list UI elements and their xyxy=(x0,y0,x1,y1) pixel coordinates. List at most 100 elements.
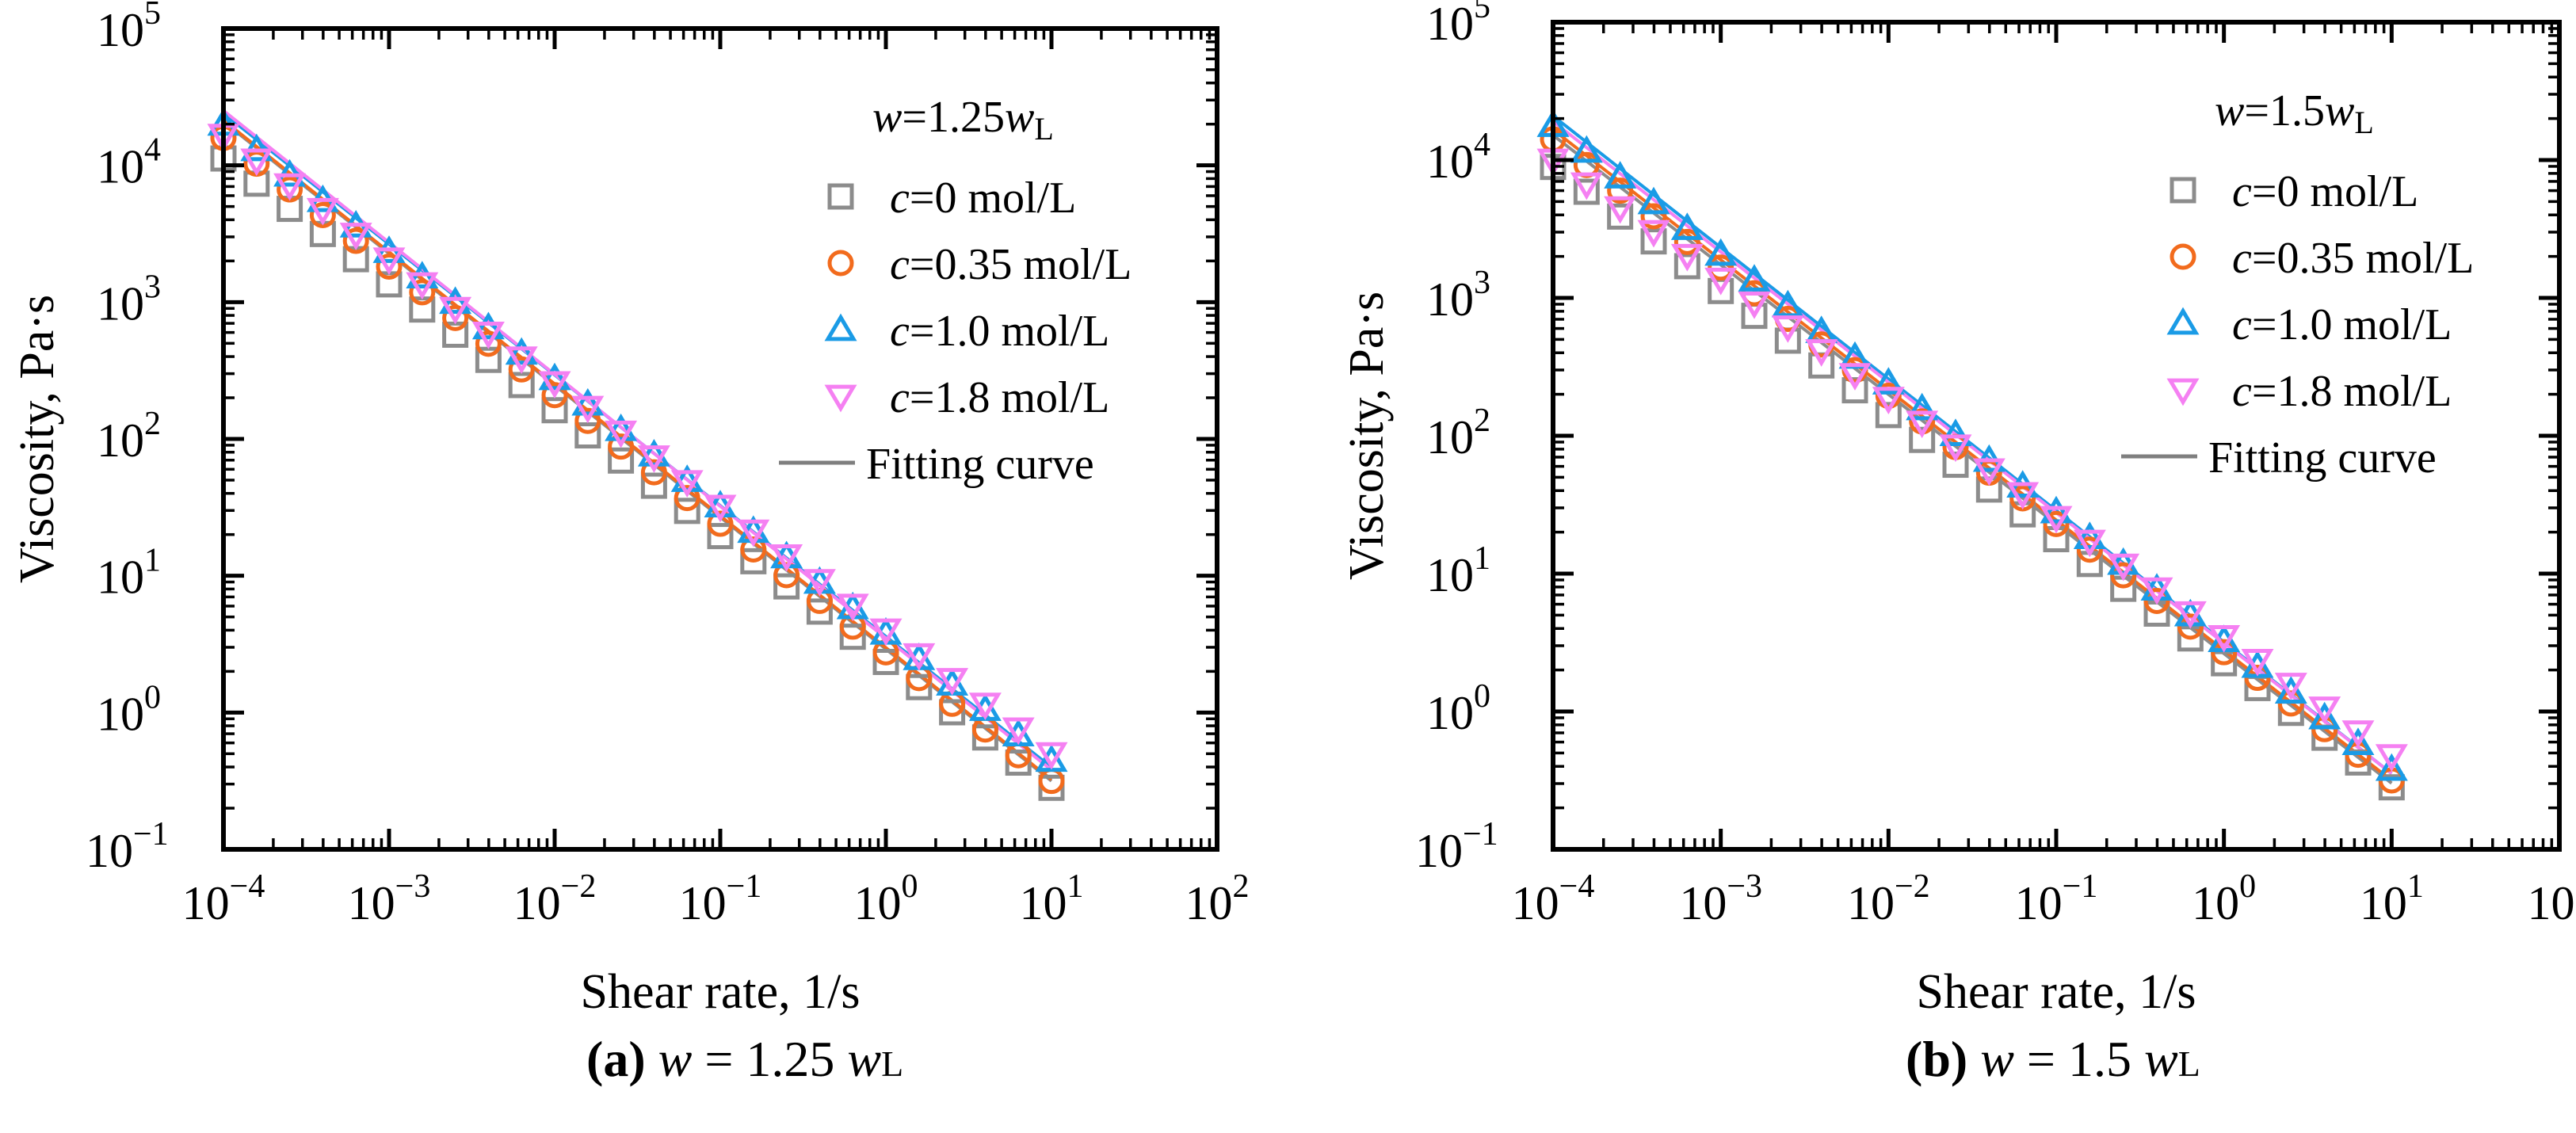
data-point-3 xyxy=(406,272,439,300)
data-point-3 xyxy=(836,593,869,622)
data-point-2 xyxy=(1637,186,1670,215)
data-point-0 xyxy=(872,648,899,675)
data-point-1 xyxy=(376,253,403,280)
data-point-3 xyxy=(737,519,770,547)
data-point-2 xyxy=(2375,753,2408,781)
legend: w=1.25wL c=0 mol/L c=0.35 mol/L c=1.0 mol/L… xyxy=(779,93,1132,489)
data-point-3 xyxy=(1637,219,1670,248)
data-point-0 xyxy=(740,547,767,574)
data-point-0 xyxy=(1875,402,1902,429)
data-point-2 xyxy=(1738,264,1771,292)
data-point-1 xyxy=(1607,177,1634,204)
data-point-1 xyxy=(707,510,734,537)
data-point-3 xyxy=(1805,339,1838,367)
data-point-3 xyxy=(538,371,571,399)
data-point-2 xyxy=(1035,744,1068,772)
data-point-2 xyxy=(637,439,670,467)
data-point-0 xyxy=(1640,228,1667,255)
data-point-3 xyxy=(2208,624,2241,653)
y-axis-label: Viscosity, Pa·s xyxy=(1340,292,1394,580)
y-tick-label: 103 xyxy=(1426,265,1490,326)
data-point-1 xyxy=(2143,587,2170,614)
data-point-2 xyxy=(1670,212,1704,240)
data-point-3 xyxy=(571,395,605,424)
legend-marker-1 xyxy=(827,250,854,277)
x-tick-label: 100 xyxy=(854,868,918,929)
x-tick-label: 10−2 xyxy=(513,868,597,929)
y-tick-label: 101 xyxy=(97,543,161,604)
x-tick-label: 10−1 xyxy=(679,868,762,929)
series-3 xyxy=(207,124,1068,770)
data-point-0 xyxy=(906,673,933,700)
data-point-1 xyxy=(2177,613,2204,640)
legend-fit-label: Fitting curve xyxy=(866,440,1094,489)
data-point-0 xyxy=(541,397,568,424)
data-point-1 xyxy=(508,356,535,383)
legend-marker-2 xyxy=(2166,307,2200,335)
data-point-0 xyxy=(1909,426,1936,453)
x-tick-label: 10−3 xyxy=(348,868,431,929)
data-point-1 xyxy=(574,407,601,434)
data-point-0 xyxy=(839,624,866,650)
data-point-1 xyxy=(740,536,767,563)
data-point-1 xyxy=(674,485,700,512)
x-tick-label: 10−4 xyxy=(182,868,265,929)
ticks xyxy=(1551,20,2562,852)
data-point-1 xyxy=(1673,228,1700,255)
legend-label-2: c=1.0 mol/L xyxy=(2232,300,2452,349)
data-point-0 xyxy=(1841,377,1868,404)
y-tick-label: 105 xyxy=(1426,0,1490,50)
data-point-3 xyxy=(2308,696,2341,724)
legend-fit-label: Fitting curve xyxy=(2208,433,2437,483)
y-tick-label: 100 xyxy=(1426,678,1490,739)
data-point-2 xyxy=(2073,521,2106,549)
data-point-2 xyxy=(2107,547,2140,575)
data-point-2 xyxy=(1906,392,1939,421)
x-tick-label: 102 xyxy=(1185,868,1250,929)
y-tick-label: 10−1 xyxy=(1415,816,1498,877)
data-point-2 xyxy=(2308,701,2341,730)
data-point-3 xyxy=(471,322,505,349)
legend-label-3: c=1.8 mol/L xyxy=(890,373,1109,422)
data-point-1 xyxy=(309,202,336,229)
data-point-3 xyxy=(968,692,1002,721)
data-point-0 xyxy=(1673,253,1700,280)
legend-label-0: c=0 mol/L xyxy=(2232,167,2418,216)
data-point-0 xyxy=(1942,452,1969,479)
data-point-3 xyxy=(2040,505,2073,534)
data-point-0 xyxy=(608,447,635,474)
data-point-2 xyxy=(605,413,638,441)
data-point-2 xyxy=(240,133,273,162)
data-point-3 xyxy=(2107,553,2140,582)
data-point-3 xyxy=(2241,649,2274,677)
data-point-2 xyxy=(1704,238,1738,266)
data-point-1 xyxy=(409,279,436,306)
legend-marker-0 xyxy=(827,183,854,210)
data-point-1 xyxy=(475,330,502,357)
data-point-3 xyxy=(273,173,307,201)
data-point-3 xyxy=(1002,717,1035,746)
x-tick-label: 10−4 xyxy=(1512,868,1595,929)
data-point-3 xyxy=(2341,720,2375,748)
y-tick-label: 102 xyxy=(97,406,161,467)
y-tick-label: 10−1 xyxy=(86,816,169,877)
data-point-2 xyxy=(538,362,571,391)
data-point-0 xyxy=(1005,750,1032,776)
data-point-3 xyxy=(1906,410,1939,439)
y-tick-label: 105 xyxy=(97,0,161,56)
x-tick-label: 10−1 xyxy=(2015,868,2098,929)
data-point-3 xyxy=(1872,387,1905,414)
data-point-3 xyxy=(1738,292,1771,319)
data-point-3 xyxy=(2140,577,2173,605)
y-axis-label: Viscosity, Pa·s xyxy=(10,295,64,583)
y-tick-label: 104 xyxy=(1426,127,1490,188)
data-point-3 xyxy=(1035,742,1068,770)
data-point-3 xyxy=(2375,744,2408,772)
plot-frame xyxy=(221,26,1219,852)
data-point-0 xyxy=(971,724,998,751)
data-point-2 xyxy=(1872,367,1905,395)
legend-marker-2 xyxy=(824,313,857,341)
legend-marker-3 xyxy=(824,384,857,413)
data-point-3 xyxy=(1838,363,1872,391)
x-tick-label: 101 xyxy=(1020,868,1084,929)
